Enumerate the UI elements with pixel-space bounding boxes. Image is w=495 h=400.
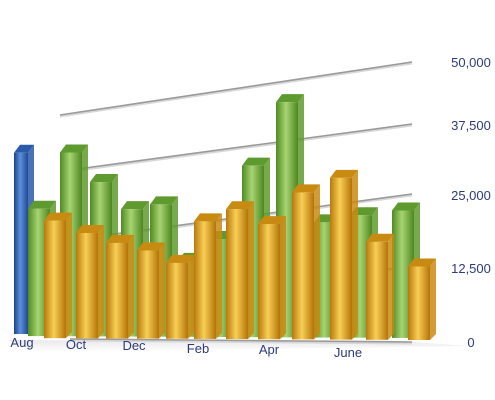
bar-top bbox=[330, 169, 358, 178]
y-tick-label: 50,000 bbox=[451, 55, 491, 70]
bar-front bbox=[166, 262, 188, 339]
bar-side bbox=[128, 234, 134, 339]
bar-front bbox=[106, 242, 128, 339]
bar-side bbox=[430, 258, 436, 340]
gridline-0 bbox=[69, 338, 413, 343]
bar-nov-s3 bbox=[137, 242, 165, 339]
bar-side bbox=[280, 216, 286, 340]
bar-top bbox=[392, 202, 420, 211]
bar-front bbox=[292, 192, 314, 340]
bar-may-s3 bbox=[330, 169, 358, 340]
bars bbox=[14, 94, 436, 340]
bar-top bbox=[166, 254, 194, 263]
bar-apr-s3 bbox=[292, 184, 320, 340]
x-category-label: June bbox=[334, 345, 362, 360]
bar-side bbox=[248, 201, 254, 340]
bar-front bbox=[137, 250, 159, 339]
bar-front bbox=[194, 221, 216, 339]
bar-top bbox=[14, 144, 34, 153]
bar-side bbox=[314, 184, 320, 340]
x-category-label: Aug bbox=[10, 335, 33, 350]
bar-top bbox=[194, 213, 222, 222]
bar-side bbox=[159, 242, 165, 339]
bar-top bbox=[150, 196, 178, 205]
bar-side bbox=[216, 213, 222, 339]
bar-feb-s3 bbox=[226, 201, 254, 340]
bar-top bbox=[226, 201, 254, 210]
bar-top bbox=[44, 212, 72, 221]
bar-side bbox=[388, 233, 394, 340]
bar-top bbox=[90, 174, 118, 183]
bar-front bbox=[408, 266, 430, 340]
bar-top bbox=[276, 94, 304, 103]
bar-jan-s3 bbox=[194, 213, 222, 339]
bar-sep-s3 bbox=[76, 224, 104, 339]
bar-top bbox=[28, 200, 56, 209]
bar-top bbox=[258, 216, 286, 225]
bar-front bbox=[44, 220, 66, 339]
bar-oct-s3 bbox=[106, 234, 134, 339]
bar-top bbox=[137, 242, 165, 251]
bar-side bbox=[66, 212, 72, 339]
bar-top bbox=[292, 184, 320, 193]
y-tick-label: 37,500 bbox=[451, 118, 491, 133]
gridline-shadow bbox=[69, 124, 413, 173]
y-tick-label: 25,000 bbox=[451, 188, 491, 203]
bar-top bbox=[366, 233, 394, 242]
x-category-label: Oct bbox=[66, 337, 87, 352]
x-axis-category-labels: Aug Oct Dec Feb Apr June bbox=[10, 335, 362, 360]
gridline-4 bbox=[59, 61, 413, 116]
bar-jul-s3 bbox=[408, 258, 436, 340]
bar-front bbox=[226, 209, 248, 340]
bar-dec-s3 bbox=[166, 254, 194, 339]
bar-top bbox=[408, 258, 436, 267]
gridline-shadow bbox=[69, 339, 413, 345]
bar-front bbox=[366, 241, 388, 340]
bar-june-s3 bbox=[366, 233, 394, 340]
bar-top bbox=[60, 144, 88, 153]
bar-side bbox=[188, 254, 194, 339]
x-category-label: Apr bbox=[259, 342, 280, 357]
bar-top bbox=[242, 157, 270, 166]
bar-top bbox=[76, 224, 104, 233]
gridline-shadow bbox=[59, 62, 413, 118]
bar-side bbox=[352, 169, 358, 340]
bar-mar-s3 bbox=[258, 216, 286, 340]
y-tick-label: 0 bbox=[467, 335, 474, 350]
bar-front bbox=[76, 232, 98, 339]
bar-top bbox=[121, 201, 149, 210]
x-category-label: Feb bbox=[187, 341, 209, 356]
gridline-3 bbox=[69, 123, 413, 171]
bar-aug-s3 bbox=[44, 212, 72, 339]
y-tick-label: 12,500 bbox=[451, 261, 491, 276]
bar-top bbox=[106, 234, 134, 243]
bar-side bbox=[98, 224, 104, 339]
bar-front bbox=[330, 177, 352, 340]
x-category-label: Dec bbox=[122, 338, 146, 353]
bar-front bbox=[14, 152, 28, 335]
y-axis-tick-labels: 0 12,500 25,000 37,500 50,000 bbox=[451, 55, 491, 350]
bar-front bbox=[258, 224, 280, 340]
